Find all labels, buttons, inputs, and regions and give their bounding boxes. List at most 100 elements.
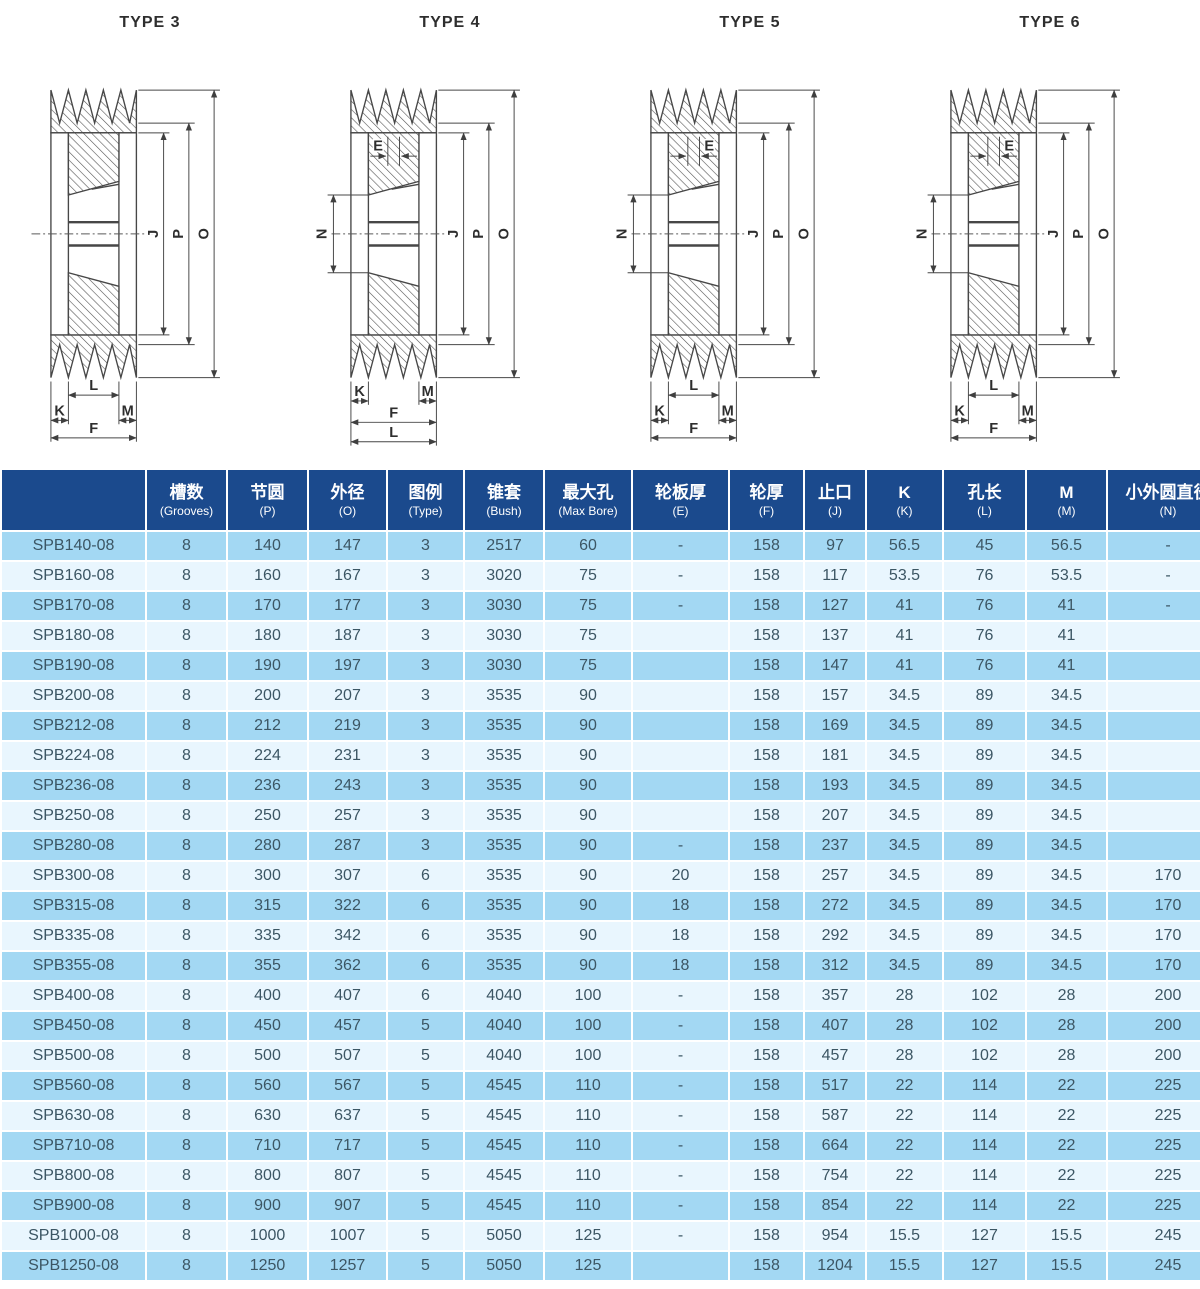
model-cell: SPB1250-08 (2, 1252, 145, 1280)
model-cell: SPB800-08 (2, 1162, 145, 1190)
spec-cell: 200 (1108, 1042, 1200, 1070)
spec-cell: 8 (147, 1072, 226, 1100)
spec-cell: 567 (309, 1072, 386, 1100)
spec-cell: 300 (228, 862, 307, 890)
spec-cell: 8 (147, 1162, 226, 1190)
spec-cell: 3 (388, 532, 463, 560)
spec-cell: 3535 (465, 832, 543, 860)
spec-cell: 90 (545, 682, 631, 710)
spec-cell: 312 (805, 952, 865, 980)
spec-cell: 125 (545, 1252, 631, 1280)
pulley-cross-section: E N J (914, 87, 1120, 442)
spec-cell: 197 (309, 652, 386, 680)
spec-cell: 272 (805, 892, 865, 920)
spec-cell (633, 712, 728, 740)
spec-cell: 854 (805, 1192, 865, 1220)
dimension-lines-bottom: L K M F (950, 377, 1037, 442)
spec-cell: 3 (388, 742, 463, 770)
spec-cell: 89 (944, 772, 1025, 800)
spec-cell: 3 (388, 772, 463, 800)
spec-cell: 90 (545, 712, 631, 740)
spec-cell: 114 (944, 1132, 1025, 1160)
spec-cell: 5 (388, 1192, 463, 1220)
spec-cell: 158 (730, 682, 803, 710)
spec-cell: 34.5 (867, 922, 942, 950)
spec-cell: 3535 (465, 862, 543, 890)
column-header: 图例 (Type) (388, 470, 463, 530)
spec-cell: 169 (805, 712, 865, 740)
pulley-body (350, 87, 438, 381)
spec-cell: 212 (228, 712, 307, 740)
spec-cell: 170 (228, 592, 307, 620)
spec-cell: 1000 (228, 1222, 307, 1250)
dim-label-k: K (654, 404, 665, 420)
spec-cell: 3535 (465, 922, 543, 950)
spec-cell: 8 (147, 1192, 226, 1220)
dim-label-j: J (746, 230, 762, 238)
spec-cell: 160 (228, 562, 307, 590)
dim-label-p: P (771, 229, 787, 239)
spec-cell: 34.5 (867, 742, 942, 770)
spec-cell: 3030 (465, 592, 543, 620)
table-row: SPB1250-08 8 1250 1257 5 5050 125 158 1204 15.5 12… (2, 1252, 1200, 1280)
table-row: SPB250-08 8 250 257 3 3535 90 158 207 34.5 89 34.5 (2, 802, 1200, 830)
spec-cell: 231 (309, 742, 386, 770)
model-cell: SPB236-08 (2, 772, 145, 800)
table-row: SPB236-08 8 236 243 3 3535 90 158 193 34.5 89 34.5 (2, 772, 1200, 800)
spec-cell: 3535 (465, 802, 543, 830)
spec-cell: 5050 (465, 1222, 543, 1250)
spec-cell: 4040 (465, 982, 543, 1010)
spec-cell: - (633, 1072, 728, 1100)
table-row: SPB335-08 8 335 342 6 3535 90 18 158 292 34.5 89 34.… (2, 922, 1200, 950)
model-cell: SPB630-08 (2, 1102, 145, 1130)
dimension-lines-right: J P O (738, 89, 820, 379)
spec-cell: 89 (944, 862, 1025, 890)
spec-cell: 8 (147, 982, 226, 1010)
spec-cell: 4040 (465, 1012, 543, 1040)
spec-cell: 28 (867, 1042, 942, 1070)
spec-cell: 8 (147, 832, 226, 860)
spec-cell: 15.5 (867, 1222, 942, 1250)
spec-cell (1108, 832, 1200, 860)
spec-cell: 56.5 (867, 532, 942, 560)
spec-cell: 237 (805, 832, 865, 860)
model-cell: SPB355-08 (2, 952, 145, 980)
dim-label-l: L (689, 378, 698, 394)
spec-cell: - (633, 592, 728, 620)
spec-cell: 8 (147, 622, 226, 650)
spec-cell: 3 (388, 682, 463, 710)
spec-cell: 102 (944, 982, 1025, 1010)
spec-cell: 34.5 (1027, 862, 1106, 890)
spec-cell: 114 (944, 1102, 1025, 1130)
spec-cell: 800 (228, 1162, 307, 1190)
spec-cell: 907 (309, 1192, 386, 1220)
spec-cell: 710 (228, 1132, 307, 1160)
spec-cell: 15.5 (1027, 1222, 1106, 1250)
spec-cell: 8 (147, 772, 226, 800)
column-header (2, 470, 145, 530)
spec-cell: - (633, 982, 728, 1010)
table-row: SPB400-08 8 400 407 6 4040 100-158 357 28 102 28 20… (2, 982, 1200, 1010)
dim-label-f: F (689, 421, 698, 437)
table-row: SPB710-08 8 710 717 5 4545 110-158 664 22 114 22 22… (2, 1132, 1200, 1160)
model-cell: SPB900-08 (2, 1192, 145, 1220)
table-row: SPB315-08 8 315 322 6 3535 90 18 158 272 34.5 89 34.… (2, 892, 1200, 920)
spec-cell: 125 (545, 1222, 631, 1250)
spec-cell: 158 (730, 862, 803, 890)
spec-cell: 114 (944, 1192, 1025, 1220)
spec-cell: 315 (228, 892, 307, 920)
model-cell: SPB450-08 (2, 1012, 145, 1040)
dimension-lines-bottom: L K M F (650, 377, 737, 442)
model-cell: SPB500-08 (2, 1042, 145, 1070)
spec-cell (1108, 772, 1200, 800)
model-cell: SPB180-08 (2, 622, 145, 650)
spec-cell: 34.5 (1027, 832, 1106, 860)
spec-cell: 110 (545, 1192, 631, 1220)
spec-cell: 158 (730, 652, 803, 680)
spec-cell (633, 802, 728, 830)
spec-cell: - (633, 1192, 728, 1220)
model-cell: SPB300-08 (2, 862, 145, 890)
spec-cell: 34.5 (867, 772, 942, 800)
spec-cell: 3535 (465, 682, 543, 710)
